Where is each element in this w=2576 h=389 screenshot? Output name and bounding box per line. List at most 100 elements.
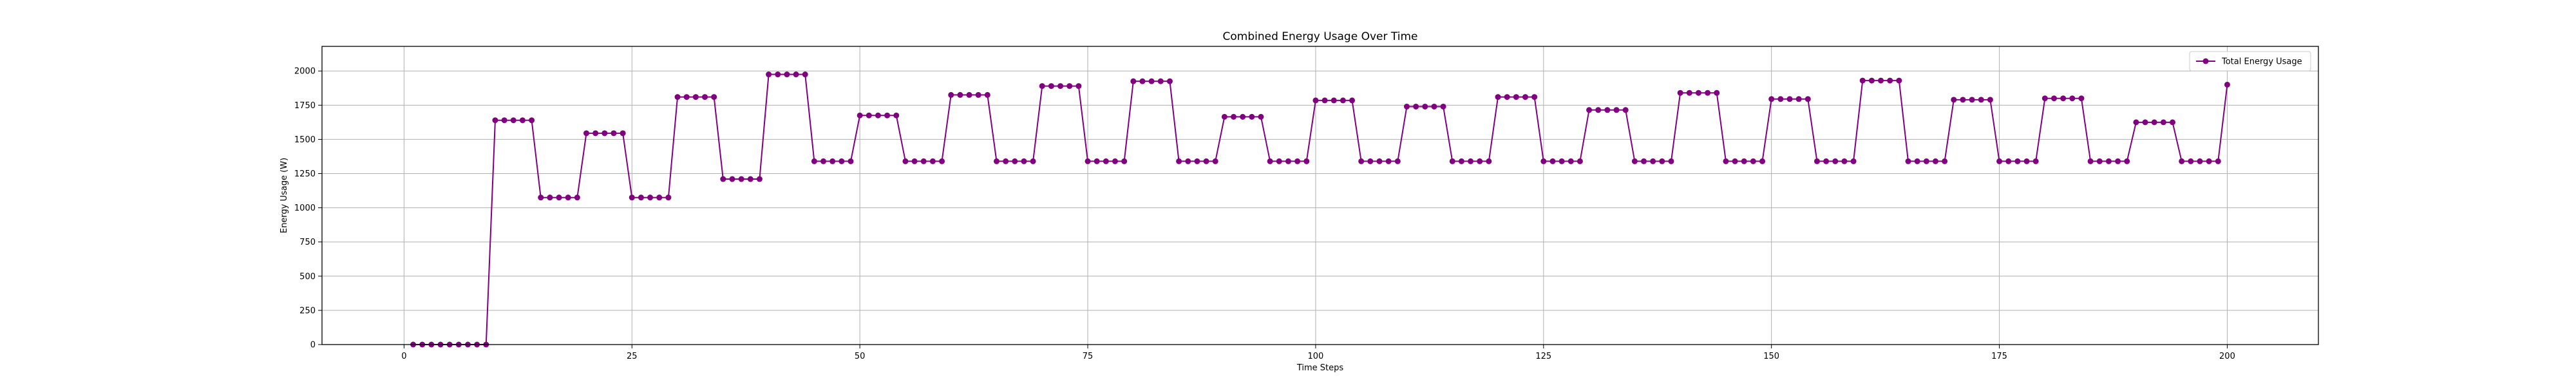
data-point — [1522, 94, 1528, 100]
plot-area — [322, 46, 2318, 345]
data-point — [975, 91, 981, 98]
data-point — [1622, 107, 1629, 113]
data-point — [1413, 103, 1419, 109]
data-point — [2133, 119, 2139, 126]
data-point — [1194, 158, 1200, 164]
data-point — [1887, 77, 1893, 84]
data-point — [1558, 158, 1565, 164]
data-point — [747, 176, 753, 182]
legend: Total Energy Usage — [2189, 51, 2311, 71]
data-point — [1431, 103, 1437, 109]
data-point — [829, 158, 836, 164]
data-point — [729, 176, 735, 182]
data-point — [1495, 94, 1501, 100]
data-point — [2206, 158, 2212, 164]
data-point — [775, 71, 781, 78]
data-point — [1003, 158, 1009, 164]
data-point — [811, 158, 817, 164]
data-point — [802, 71, 808, 78]
data-point — [1987, 97, 1993, 103]
x-tick-label: 0 — [401, 352, 406, 361]
data-point — [1094, 158, 1100, 164]
x-tick-label: 125 — [1535, 352, 1551, 361]
data-point — [1978, 97, 1984, 103]
data-point — [793, 71, 799, 78]
data-point — [1896, 77, 1902, 84]
data-point — [510, 117, 516, 124]
y-tick-label: 0 — [310, 341, 316, 350]
data-point — [2069, 95, 2076, 102]
legend-box — [2189, 51, 2311, 71]
data-point — [692, 94, 699, 100]
x-tick-label: 175 — [1991, 352, 2007, 361]
data-point — [1130, 78, 1137, 84]
data-point — [1121, 158, 1128, 164]
data-point — [1923, 158, 1929, 164]
series-layer — [410, 71, 2230, 348]
data-point — [1969, 97, 1975, 103]
data-point — [638, 194, 644, 201]
data-point — [1176, 158, 1182, 164]
legend-marker-swatch — [2202, 58, 2209, 64]
data-point — [1951, 97, 1957, 103]
data-point — [784, 71, 790, 78]
data-point — [1103, 158, 1109, 164]
data-point — [1741, 158, 1747, 164]
data-point — [1285, 158, 1291, 164]
data-point — [556, 194, 562, 201]
data-point — [820, 158, 827, 164]
x-tick-label: 50 — [855, 352, 866, 361]
data-point — [1577, 158, 1583, 164]
data-point — [2170, 119, 2176, 126]
data-point — [1303, 158, 1310, 164]
data-point — [866, 112, 872, 119]
data-point — [902, 158, 909, 164]
data-point — [957, 91, 963, 98]
data-point — [893, 112, 900, 119]
data-point — [1021, 158, 1027, 164]
data-point — [601, 130, 608, 137]
data-point — [1294, 158, 1301, 164]
y-tick-label: 1500 — [294, 135, 316, 145]
x-tick-label: 25 — [627, 352, 638, 361]
data-point — [1905, 158, 1911, 164]
y-tick-label: 500 — [299, 272, 316, 281]
data-point — [920, 158, 927, 164]
data-point — [2115, 158, 2121, 164]
data-point — [674, 94, 681, 100]
data-point — [1075, 83, 1082, 90]
data-point — [1513, 94, 1519, 100]
data-point — [1166, 78, 1173, 84]
data-point — [1376, 158, 1383, 164]
data-point — [1604, 107, 1611, 113]
data-point — [1750, 158, 1756, 164]
data-point — [1841, 158, 1848, 164]
data-point — [656, 194, 663, 201]
data-point — [984, 91, 990, 98]
data-point — [592, 130, 599, 137]
data-point — [2160, 119, 2166, 126]
data-point — [1996, 158, 2003, 164]
data-point — [720, 176, 726, 182]
data-point — [1367, 158, 1374, 164]
data-point — [629, 194, 635, 201]
data-point — [1084, 158, 1091, 164]
data-point — [1686, 90, 1692, 96]
data-point — [1549, 158, 1556, 164]
data-point — [1932, 158, 1938, 164]
data-point — [1677, 90, 1683, 96]
data-point — [1723, 158, 1729, 164]
x-tick-label: 150 — [1763, 352, 1779, 361]
data-point — [2151, 119, 2157, 126]
data-point — [1567, 158, 1574, 164]
data-point — [1795, 96, 1802, 102]
data-point — [848, 158, 854, 164]
data-point — [1486, 158, 1492, 164]
axis-ticks: 0 25 50 75 100 125 150 175 200025050075010001250… — [294, 67, 2235, 361]
data-point — [1631, 158, 1638, 164]
data-point — [1331, 97, 1337, 104]
data-point — [1759, 158, 1766, 164]
data-point — [1048, 83, 1054, 90]
data-point — [1814, 158, 1820, 164]
